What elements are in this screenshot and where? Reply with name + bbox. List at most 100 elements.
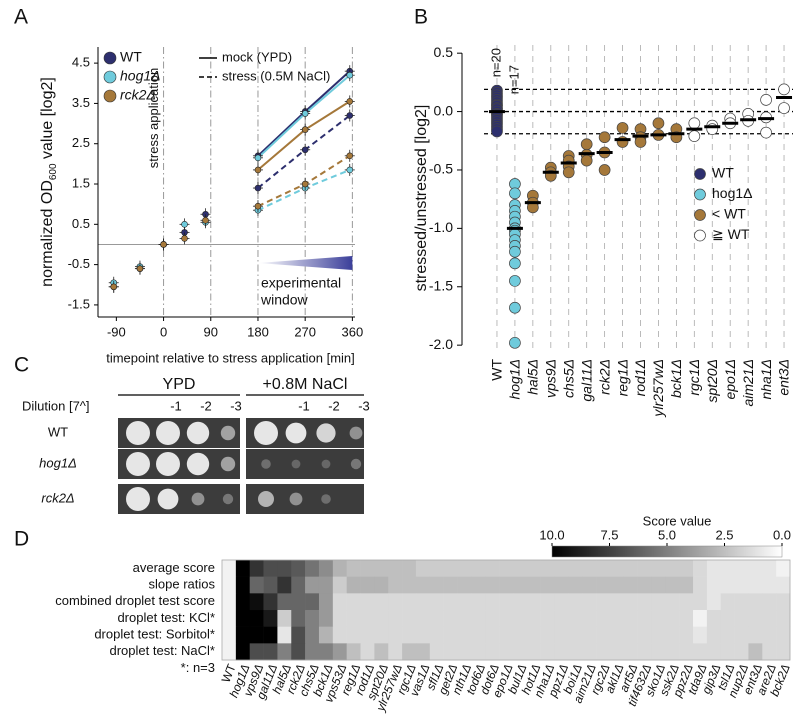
heatmap-cell <box>499 626 514 644</box>
heatmap-cell <box>360 576 375 594</box>
dilution-label: -3 <box>230 398 242 413</box>
heatmap-cell <box>554 626 569 644</box>
heatmap-cell <box>540 560 555 577</box>
heatmap-cell <box>457 610 472 627</box>
heatmap-cell <box>526 643 541 661</box>
heatmap-cell <box>554 576 569 594</box>
heatmap-cell <box>374 610 389 627</box>
y-axis-label: stressed/unstressed [log2] <box>413 105 430 292</box>
heatmap-cell <box>748 610 763 627</box>
heatmap-cell <box>651 576 666 594</box>
colony-spot <box>186 452 210 476</box>
heatmap-cell <box>748 626 763 644</box>
heatmap-cell <box>346 593 361 611</box>
heatmap-cell <box>457 626 472 644</box>
heatmap-cell <box>332 593 347 611</box>
x-tick-label: epo1Δ <box>722 359 738 400</box>
y-tick-label: 0.5 <box>72 216 90 231</box>
legend-label: mock (YPD) <box>222 49 292 64</box>
heatmap-cell <box>623 643 638 661</box>
heatmap-cell <box>291 576 306 594</box>
heatmap-cell <box>388 593 403 611</box>
heatmap-cell <box>429 643 444 661</box>
data-point <box>254 154 262 162</box>
data-point <box>110 283 118 291</box>
heatmap-cell <box>318 626 334 644</box>
heatmap-cell <box>318 643 334 661</box>
y-axis-label-part: value [log2] <box>39 77 56 163</box>
heatmap-cell <box>609 593 625 611</box>
x-tick-label: gal11Δ <box>578 359 594 402</box>
legend-label: ≧ WT <box>712 226 750 242</box>
heatmap-cell <box>305 626 320 644</box>
heatmap-cell <box>623 560 638 577</box>
window-label: experimental <box>261 275 341 291</box>
data-point <box>254 202 262 210</box>
x-tick-label: rgc1Δ <box>686 359 702 396</box>
footnote: *: n=3 <box>181 660 215 675</box>
heatmap-cell <box>429 560 444 577</box>
heatmap-cell <box>222 593 237 611</box>
colorbar-tick-label: 7.5 <box>600 527 618 542</box>
heatmap-cell <box>637 576 652 594</box>
x-tick-label: chs5Δ <box>560 359 576 398</box>
data-point <box>254 184 262 192</box>
heatmap-cell <box>471 593 486 611</box>
data-point <box>598 164 611 176</box>
heatmap-cell <box>762 626 777 644</box>
heatmap-cell <box>748 593 763 611</box>
row-label: combined droplet test score <box>55 593 215 608</box>
heatmap-cell <box>568 643 583 661</box>
x-tick-label: 270 <box>294 324 316 339</box>
heatmap-cell <box>318 593 334 611</box>
heatmap-cell <box>499 643 514 661</box>
heatmap-cell <box>637 560 652 577</box>
heatmap-cell <box>485 610 500 627</box>
legend-label: stress (0.5M NaCl) <box>222 68 330 83</box>
heatmap-cell <box>679 626 694 644</box>
heatmap-cell <box>693 643 708 661</box>
colony-spot <box>321 459 331 469</box>
heatmap-cell <box>706 610 722 627</box>
heatmap-cell <box>471 560 486 577</box>
heatmap-cell <box>512 626 528 644</box>
heatmap-cell <box>277 610 292 627</box>
x-tick-label: 360 <box>342 324 364 339</box>
colorbar-tick-label: 10.0 <box>539 527 564 542</box>
heatmap-cell <box>568 560 583 577</box>
row-label: slope ratios <box>149 576 216 591</box>
heatmap-cell <box>665 626 680 644</box>
heatmap-cell <box>457 643 472 661</box>
heatmap-cell <box>346 643 361 661</box>
heatmap-cell <box>457 560 472 577</box>
heatmap-cell <box>332 643 347 661</box>
colony-spot <box>157 488 179 510</box>
x-tick-label: hal5Δ <box>525 359 541 395</box>
heatmap-cell <box>665 610 680 627</box>
heatmap-cell <box>554 610 569 627</box>
colony-spot <box>186 421 210 445</box>
data-point <box>301 180 309 188</box>
data-point <box>509 301 521 314</box>
legend-swatch <box>694 168 706 180</box>
heatmap-cell <box>249 643 264 661</box>
heatmap-cell <box>388 626 403 644</box>
heatmap-cell <box>305 610 320 627</box>
heatmap-cell <box>720 610 735 627</box>
heatmap-cell <box>277 576 292 594</box>
heatmap-cell <box>388 576 403 594</box>
y-tick-label: 0.0 <box>434 102 454 118</box>
heatmap-cell <box>526 610 541 627</box>
heatmap-cell <box>693 560 708 577</box>
colony-spot <box>254 421 278 445</box>
stress-label: stress application <box>146 68 161 168</box>
heatmap-cell <box>679 576 694 594</box>
heatmap-cell <box>388 643 403 661</box>
heatmap-cell <box>457 593 472 611</box>
heatmap-cell <box>305 560 320 577</box>
heatmap-cell <box>609 560 625 577</box>
x-tick-label: aim21Δ <box>740 359 756 407</box>
heatmap-cell <box>596 576 611 594</box>
heatmap-cell <box>499 593 514 611</box>
